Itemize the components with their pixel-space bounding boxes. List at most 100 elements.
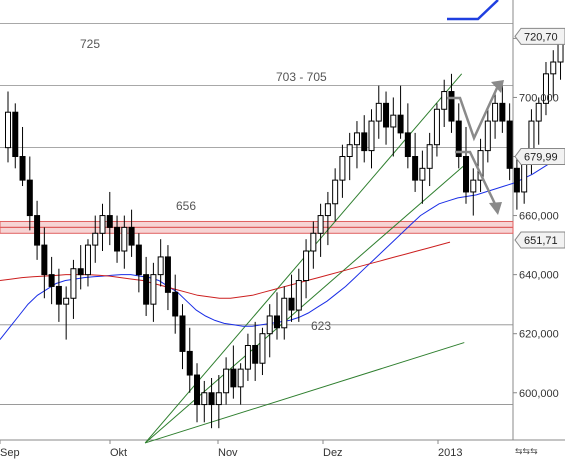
candle xyxy=(463,126,470,204)
candle-body-up xyxy=(550,61,557,75)
x-tick-label: Sep xyxy=(0,447,20,459)
candle xyxy=(92,215,99,263)
level-label-725: 725 xyxy=(80,37,100,51)
candle xyxy=(194,363,201,423)
candle-body-up xyxy=(353,132,360,146)
candle-body-up xyxy=(99,215,106,234)
candle-body-up xyxy=(484,120,491,152)
candlesticks xyxy=(5,32,564,429)
candle-body-up xyxy=(542,73,549,104)
candle-body-down xyxy=(172,291,179,317)
candle xyxy=(114,215,121,263)
candle xyxy=(332,168,339,222)
candle-body-down xyxy=(194,374,201,406)
price-tags: 720,70 679,99 651,71 xyxy=(514,27,565,249)
x-tick-label: Okt xyxy=(110,447,127,459)
candle xyxy=(455,103,462,169)
projection-down-path xyxy=(455,150,498,207)
projection-up-path xyxy=(447,87,499,142)
candle xyxy=(273,292,280,340)
candle xyxy=(157,239,164,287)
candle xyxy=(513,156,520,210)
candle-body-up xyxy=(332,179,339,205)
candle-body-down xyxy=(252,345,259,364)
candle xyxy=(208,377,215,429)
candle-body-up xyxy=(324,203,331,217)
arrow-up-head xyxy=(491,80,504,93)
candle-body-down xyxy=(448,91,455,122)
candle-body-down xyxy=(114,226,121,252)
candle-body-up xyxy=(244,345,251,370)
candle xyxy=(19,126,26,187)
level-label-656: 656 xyxy=(176,199,196,213)
candle-body-down xyxy=(12,111,19,158)
candle xyxy=(470,168,477,216)
candle xyxy=(121,215,128,269)
candle xyxy=(448,73,455,133)
candle-body-down xyxy=(135,244,142,276)
candle-body-down xyxy=(230,368,237,388)
candle-body-down xyxy=(412,156,419,181)
candle xyxy=(361,115,368,163)
y-tick-label: 600,000 xyxy=(519,388,559,400)
candle xyxy=(266,304,273,358)
chart-nav-arrows[interactable]: ⇆⇆⇆ xyxy=(515,447,538,457)
candle-body-down xyxy=(397,114,404,134)
candle-body-up xyxy=(433,108,440,146)
candle-body-up xyxy=(259,333,266,364)
candle-body-down xyxy=(186,350,193,376)
candle xyxy=(252,321,259,381)
candle-body-up xyxy=(281,297,288,329)
candle-body-down xyxy=(48,274,55,287)
candle xyxy=(433,103,440,157)
candle-body-down xyxy=(128,226,135,246)
candle-body-down xyxy=(77,268,84,276)
candle xyxy=(346,132,353,181)
candle xyxy=(419,150,426,204)
candle-body-up xyxy=(317,215,324,234)
candle-body-down xyxy=(164,256,171,293)
x-tick-label: Dez xyxy=(323,447,343,459)
candle xyxy=(404,103,411,169)
candle-body-down xyxy=(404,132,411,158)
candle-body-down xyxy=(208,392,215,406)
candle-body-down xyxy=(41,244,48,276)
candle xyxy=(237,363,244,405)
candle-body-down xyxy=(19,156,26,181)
candle-body-up xyxy=(295,280,302,311)
price-tag: 651,71 xyxy=(514,231,565,249)
candle-body-down xyxy=(455,120,462,158)
candle xyxy=(412,132,419,192)
candle-body-up xyxy=(477,150,484,181)
candle-body-up xyxy=(375,102,382,122)
trendline-2 xyxy=(145,342,465,444)
candle xyxy=(426,132,433,187)
candle-body-up xyxy=(201,392,208,406)
candle xyxy=(201,380,208,423)
candle xyxy=(223,357,230,405)
candle-body-up xyxy=(5,111,11,149)
level-label-623: 623 xyxy=(311,319,331,333)
candle xyxy=(135,233,142,293)
candle xyxy=(484,109,491,163)
candle xyxy=(128,209,135,257)
y-tick-label: 620,000 xyxy=(519,329,559,341)
candle-body-up xyxy=(150,274,157,305)
candle xyxy=(34,200,41,260)
candle-body-up xyxy=(70,268,77,299)
candle xyxy=(41,227,48,299)
candle xyxy=(281,286,288,340)
candle-body-up xyxy=(521,161,528,193)
candle-body-up xyxy=(441,91,448,110)
candle-body-up xyxy=(368,120,375,152)
candle-body-down xyxy=(383,102,390,128)
level-label-703 - 705: 703 - 705 xyxy=(276,70,327,84)
y-tick-label: 700,000 xyxy=(519,92,559,104)
candle xyxy=(295,268,302,322)
candle xyxy=(368,109,375,169)
candle xyxy=(70,259,77,319)
candle-body-up xyxy=(237,368,244,388)
price-tag-box xyxy=(514,148,565,166)
candle xyxy=(150,262,157,322)
